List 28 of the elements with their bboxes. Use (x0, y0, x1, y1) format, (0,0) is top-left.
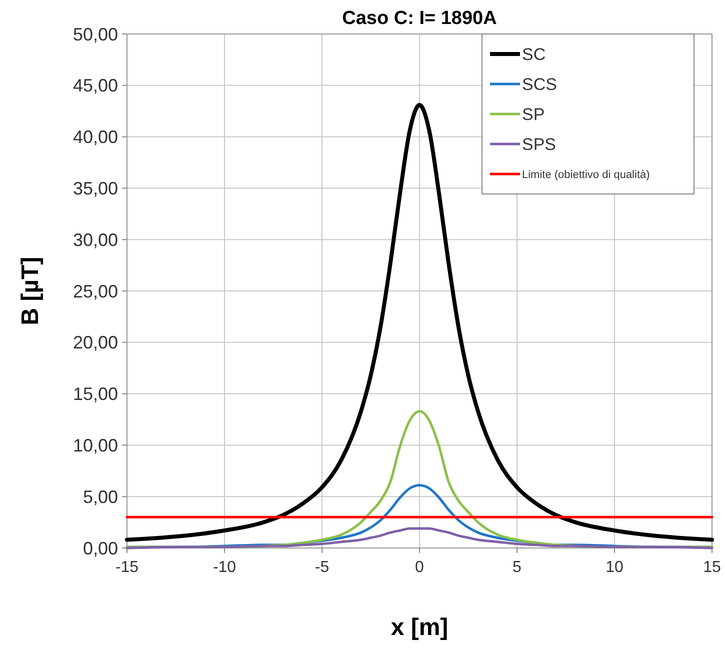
y-tick-label: 0,00 (82, 538, 118, 558)
y-tick-label: 25,00 (72, 281, 118, 302)
x-tick-label: -5 (314, 559, 330, 576)
x-tick-label: 0 (415, 559, 424, 576)
line-series (126, 527, 714, 550)
x-tick-label: -15 (115, 559, 139, 576)
x-tick-label: 10 (606, 559, 624, 576)
y-tick-label: 5,00 (82, 486, 118, 507)
y-axis-title: B [µT] (17, 256, 44, 326)
y-tick-label: 45,00 (72, 76, 118, 96)
x-tick-label: 5 (512, 559, 522, 576)
chart-title: Caso C: I= 1890A (342, 8, 498, 29)
y-tick-label: 10,00 (72, 436, 118, 456)
y-tick-label: 35,00 (72, 178, 118, 198)
x-tick-label: -10 (212, 559, 236, 576)
legend-label: Limite (obiettivo di qualità) (522, 168, 650, 181)
x-tick-label: 15 (703, 559, 721, 576)
line-series (125, 102, 714, 542)
y-tick-label: 15,00 (72, 384, 118, 404)
y-tick-label: 20,00 (72, 332, 118, 353)
x-axis-title: x [m] (390, 614, 448, 641)
legend-label: SP (522, 104, 545, 124)
legend-label: SCS (522, 74, 557, 94)
y-tick-label: 50,00 (72, 24, 118, 44)
y-tick-label: 40,00 (72, 127, 118, 148)
legend-label: SPS (522, 134, 556, 154)
y-tick-label: 30,00 (72, 230, 118, 250)
legend-label: SC (522, 44, 546, 64)
